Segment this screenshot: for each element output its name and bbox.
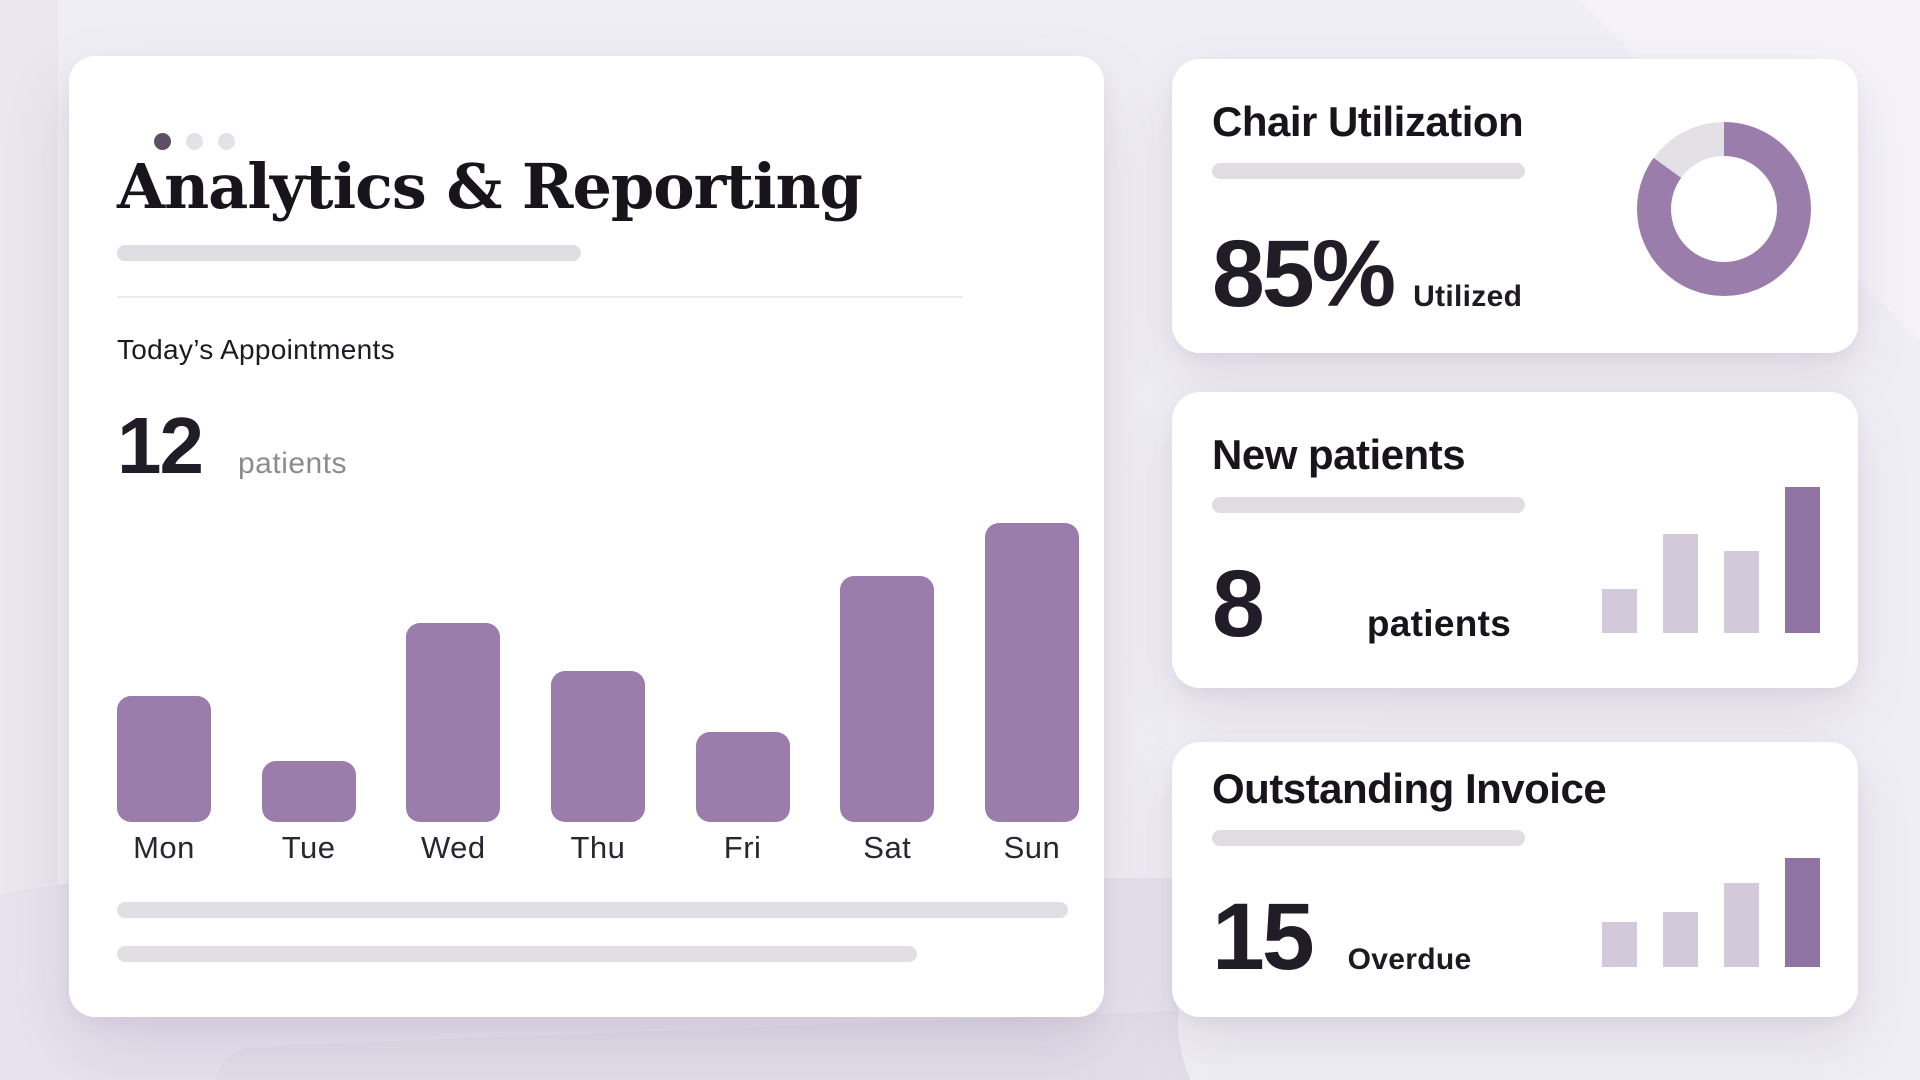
appointments-count: 12 (117, 401, 204, 490)
overdue-metric: 15 Overdue (1212, 890, 1472, 985)
day-column-thu: Thu (550, 522, 645, 868)
title-placeholder-bar (1212, 497, 1525, 513)
day-bar-tue (261, 761, 356, 822)
weekly-bar-chart: Mon Tue Wed Thu Fri Sat Sun (117, 522, 1079, 868)
day-column-sun: Sun (984, 522, 1079, 868)
outstanding-invoice-card: Outstanding Invoice 15 Overdue (1172, 742, 1858, 1017)
overdue-count: 15 (1212, 884, 1315, 990)
new-patients-metric: 8 patients (1212, 557, 1511, 652)
day-column-wed: Wed (406, 522, 501, 868)
window-dot-close[interactable] (154, 133, 171, 150)
donut-hole (1671, 156, 1777, 262)
day-column-fri: Fri (695, 522, 790, 868)
day-label-fri: Fri (723, 830, 762, 865)
spark-bar-2 (1663, 912, 1698, 967)
utilization-label: Utilized (1413, 280, 1523, 313)
title-placeholder-bar (1212, 830, 1525, 846)
spark-bar-1 (1602, 922, 1637, 967)
card-title: Outstanding Invoice (1212, 765, 1607, 812)
day-bar-sun (984, 523, 1079, 822)
day-label-sun: Sun (1003, 830, 1061, 865)
appointments-metric: 12 patients (117, 406, 347, 486)
day-bar-fri (695, 732, 790, 822)
new-patients-unit: patients (1366, 603, 1512, 644)
window-dot-maximize[interactable] (218, 133, 235, 150)
day-bar-mon (117, 696, 211, 822)
analytics-card: Analytics & Reporting Today’s Appointmen… (69, 56, 1104, 1017)
placeholder-bar-2 (117, 946, 917, 962)
invoice-sparkline (1602, 858, 1820, 967)
spark-bar-3 (1724, 551, 1759, 633)
day-column-mon: Mon (117, 522, 211, 868)
utilization-donut-chart (1637, 122, 1811, 296)
title-placeholder-bar (117, 245, 581, 261)
new-patients-count: 8 (1212, 551, 1265, 657)
day-label-mon: Mon (133, 830, 195, 865)
new-patients-card: New patients 8 patients (1172, 392, 1858, 688)
overdue-label: Overdue (1347, 943, 1472, 976)
new-patients-sparkline (1602, 487, 1820, 633)
day-label-sat: Sat (863, 830, 912, 865)
card-title: Chair Utilization (1212, 98, 1524, 145)
day-bar-sat (840, 576, 935, 822)
appointments-unit: patients (237, 447, 348, 480)
day-label-wed: Wed (420, 830, 486, 865)
window-controls (154, 133, 235, 150)
day-bar-thu (550, 671, 645, 822)
day-label-thu: Thu (570, 830, 626, 865)
card-title: New patients (1212, 431, 1466, 478)
day-bar-wed (406, 623, 501, 822)
spark-bar-4 (1785, 858, 1820, 967)
section-label: Today’s Appointments (117, 334, 395, 365)
day-label-tue: Tue (281, 830, 336, 865)
day-column-sat: Sat (840, 522, 935, 868)
chair-utilization-metric: 85% Utilized (1212, 227, 1522, 322)
placeholder-bar-1 (117, 902, 1068, 918)
spark-bar-2 (1663, 534, 1698, 633)
utilization-percent: 85% (1212, 221, 1396, 327)
day-column-tue: Tue (261, 522, 356, 868)
divider (117, 296, 963, 298)
spark-bar-1 (1602, 589, 1637, 633)
title-placeholder-bar (1212, 163, 1525, 179)
chair-utilization-card: Chair Utilization 85% Utilized (1172, 59, 1858, 353)
window-dot-minimize[interactable] (186, 133, 203, 150)
spark-bar-3 (1724, 883, 1759, 967)
spark-bar-4 (1785, 487, 1820, 633)
page-title: Analytics & Reporting (117, 150, 863, 223)
